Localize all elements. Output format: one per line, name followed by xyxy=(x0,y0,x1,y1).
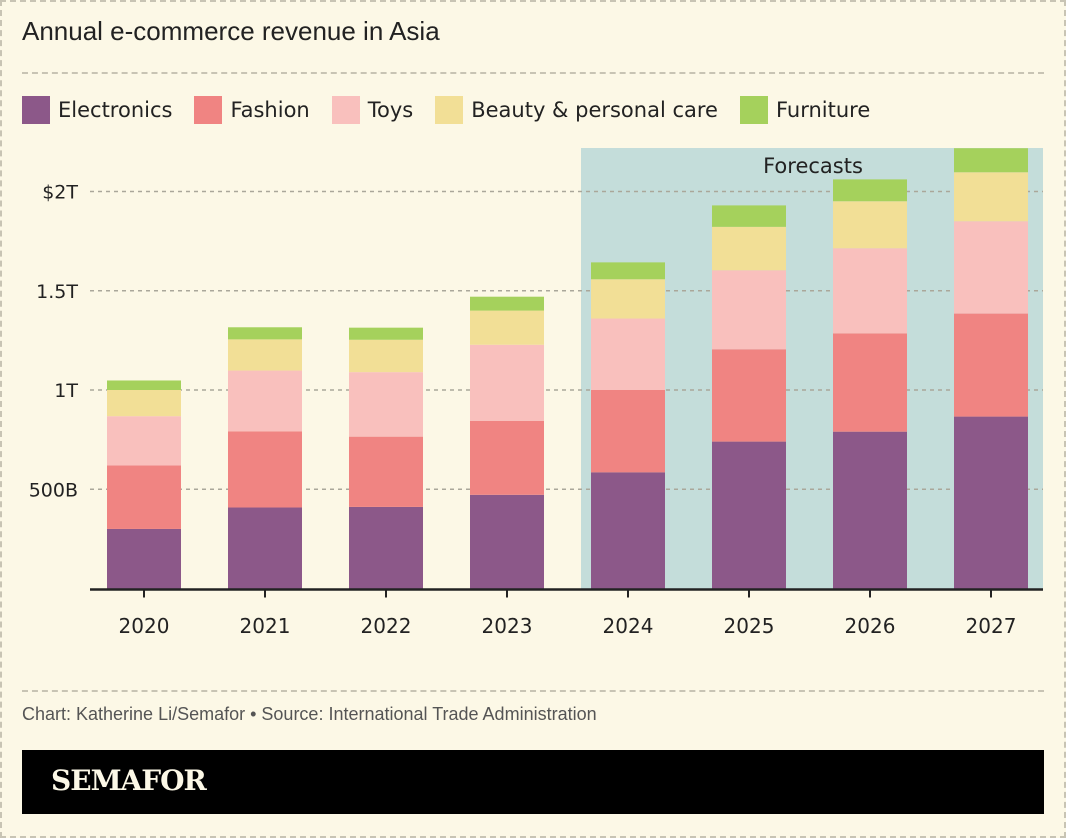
x-tick-label: 2024 xyxy=(603,614,654,638)
bar-segment-beauty-personal-care-2025 xyxy=(712,226,786,271)
legend-swatch xyxy=(739,96,768,124)
legend-label: Fashion xyxy=(230,98,310,122)
bar-segment-beauty-personal-care-2024 xyxy=(591,279,665,319)
legend-label: Toys xyxy=(367,98,414,122)
x-tick-label: 2023 xyxy=(482,614,533,638)
legend: Electronics Fashion Toys Beauty & person… xyxy=(22,96,892,124)
bar-segment-toys-2027 xyxy=(954,221,1028,314)
bar-segment-fashion-2026 xyxy=(833,333,907,432)
header-divider xyxy=(22,72,1044,74)
legend-label: Electronics xyxy=(58,98,173,122)
bar-segment-toys-2024 xyxy=(591,318,665,390)
bar-segment-beauty-personal-care-2021 xyxy=(228,339,302,371)
legend-item-fashion: Fashion xyxy=(194,96,310,124)
bar-segment-fashion-2023 xyxy=(470,420,544,495)
y-tick-label: 1T xyxy=(54,380,78,402)
bar-segment-furniture-2024 xyxy=(591,262,665,280)
legend-swatch xyxy=(331,96,360,124)
bar-segment-fashion-2022 xyxy=(349,436,423,507)
bar-segment-fashion-2024 xyxy=(591,390,665,473)
bar-segment-furniture-2026 xyxy=(833,179,907,202)
footer-divider xyxy=(22,690,1044,692)
x-tick-label: 2022 xyxy=(361,614,412,638)
bar-segment-beauty-personal-care-2027 xyxy=(954,172,1028,222)
forecast-label: Forecasts xyxy=(763,154,863,178)
bar-segment-fashion-2020 xyxy=(107,465,181,529)
bar-segment-toys-2025 xyxy=(712,270,786,350)
bar-segment-beauty-personal-care-2026 xyxy=(833,201,907,249)
bar-segment-electronics-2026 xyxy=(833,431,907,589)
bar-segment-furniture-2027 xyxy=(954,148,1028,173)
bar-segment-electronics-2022 xyxy=(349,506,423,589)
x-tick-label: 2026 xyxy=(845,614,896,638)
y-tick-label: 500B xyxy=(29,479,78,501)
bar-segment-electronics-2023 xyxy=(470,494,544,589)
bar-segment-toys-2022 xyxy=(349,372,423,437)
legend-swatch xyxy=(22,96,50,124)
legend-item-toys: Toys xyxy=(331,96,414,124)
brand-bar: SEMAFOR xyxy=(22,750,1044,814)
legend-item-beauty: Beauty & personal care xyxy=(435,96,718,124)
bar-segment-furniture-2020 xyxy=(107,380,181,390)
bar-segment-fashion-2021 xyxy=(228,431,302,508)
legend-swatch xyxy=(435,96,464,124)
bar-segment-beauty-personal-care-2022 xyxy=(349,339,423,373)
bar-segment-toys-2026 xyxy=(833,248,907,334)
bar-segment-electronics-2025 xyxy=(712,441,786,589)
bar-segment-toys-2021 xyxy=(228,370,302,432)
bar-segment-toys-2020 xyxy=(107,416,181,466)
legend-item-furniture: Furniture xyxy=(739,96,871,124)
legend-swatch xyxy=(194,96,223,124)
bar-segment-beauty-personal-care-2020 xyxy=(107,390,181,417)
x-tick-label: 2025 xyxy=(724,614,775,638)
bar-segment-furniture-2025 xyxy=(712,205,786,227)
bar-segment-beauty-personal-care-2023 xyxy=(470,310,544,345)
chart-title: Annual e-commerce revenue in Asia xyxy=(22,16,440,46)
stacked-bar-chart: Forecasts 500B 1T 1.5T $2T 2020 2021 2022 2023 20… xyxy=(29,148,1043,638)
bar-segment-toys-2023 xyxy=(470,344,544,421)
legend-label: Beauty & personal care xyxy=(471,98,718,122)
bar-segment-furniture-2021 xyxy=(228,327,302,340)
y-tick-label: 1.5T xyxy=(36,281,78,303)
bar-segment-electronics-2021 xyxy=(228,507,302,589)
x-tick-label: 2020 xyxy=(119,614,170,638)
brand-logo: SEMAFOR xyxy=(51,764,207,797)
bar-segment-furniture-2022 xyxy=(349,327,423,340)
legend-item-electronics: Electronics xyxy=(22,96,172,124)
bar-segment-electronics-2024 xyxy=(591,472,665,589)
bar-segment-fashion-2027 xyxy=(954,313,1028,417)
bar-segment-fashion-2025 xyxy=(712,349,786,442)
source-note: Chart: Katherine Li/Semafor • Source: In… xyxy=(22,704,597,724)
bar-segment-electronics-2020 xyxy=(107,528,181,589)
bar-segment-electronics-2027 xyxy=(954,416,1028,589)
legend-label: Furniture xyxy=(775,98,871,122)
bar-segment-furniture-2023 xyxy=(470,296,544,311)
x-tick-label: 2027 xyxy=(966,614,1017,638)
x-tick-label: 2021 xyxy=(240,614,291,638)
y-tick-label: $2T xyxy=(42,182,78,204)
